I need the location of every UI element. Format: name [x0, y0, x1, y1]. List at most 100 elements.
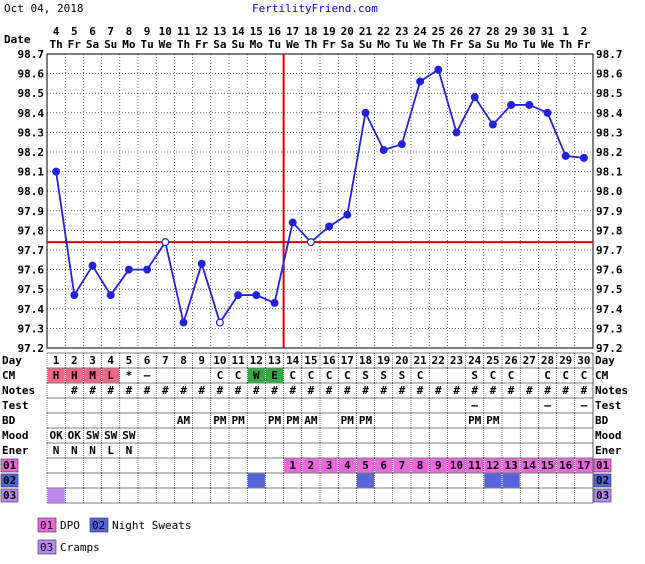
temperature-point[interactable]: [561, 151, 570, 160]
ener-row-label: Ener: [2, 444, 29, 457]
temperature-point[interactable]: [343, 210, 352, 219]
temperature-point[interactable]: [252, 291, 261, 300]
dpo-cell: [356, 458, 375, 473]
temperature-point[interactable]: [106, 291, 115, 300]
date-number: 15: [250, 25, 263, 38]
day-row-value: 12: [250, 354, 263, 367]
temperature-point[interactable]: [70, 291, 79, 300]
temperature-point[interactable]: [507, 100, 516, 109]
dpo-cell: [320, 458, 338, 473]
dpo-cell: [393, 458, 411, 473]
temperature-point[interactable]: [416, 77, 425, 86]
weekday-label: Tu: [395, 38, 408, 51]
temperature-point[interactable]: [488, 120, 497, 129]
cm-value: W: [253, 369, 260, 382]
y-tick-label-left: 98.4: [18, 107, 45, 120]
night-sweats-cell: [484, 473, 502, 488]
notes-row-value: #: [144, 384, 151, 397]
date-number: 4: [53, 25, 60, 38]
bd-row-value: PM: [341, 414, 355, 427]
temperature-point[interactable]: [270, 298, 279, 307]
notes-row-value: #: [271, 384, 278, 397]
temperature-point[interactable]: [88, 261, 97, 270]
mood-row-label-right: Mood: [595, 429, 622, 442]
temperature-point[interactable]: [397, 140, 406, 149]
cm-value: M: [89, 369, 96, 382]
y-tick-label-right: 98.4: [596, 107, 623, 120]
temperature-point[interactable]: [525, 100, 534, 109]
symptom-01-row-value: 5: [362, 459, 369, 472]
temperature-point[interactable]: [434, 65, 443, 74]
day-row-value: 29: [559, 354, 572, 367]
ener-row-label-right: Ener: [595, 444, 622, 457]
dpo-cell: [538, 458, 557, 473]
bd-row-value: PM: [213, 414, 227, 427]
weekday-label: We: [541, 38, 555, 51]
dpo-cell: [302, 458, 320, 473]
mood-row-label: Mood: [2, 429, 29, 442]
temperature-point[interactable]: [179, 318, 188, 327]
date-number: 26: [450, 25, 464, 38]
bd-row-value: PM: [359, 414, 373, 427]
temperature-point[interactable]: [579, 153, 588, 162]
cm-row-value: C: [562, 369, 569, 382]
y-tick-label-left: 97.4: [18, 303, 45, 316]
notes-row-label: Notes: [2, 384, 35, 397]
day-row-value: 10: [213, 354, 226, 367]
cm-cell-highlight: [247, 368, 265, 383]
bd-row-value: PM: [286, 414, 300, 427]
temperature-point[interactable]: [470, 93, 479, 102]
temperature-point-open[interactable]: [161, 238, 170, 247]
symptom-01-row-label: 01: [3, 459, 17, 472]
temperature-point[interactable]: [52, 167, 61, 176]
legend-code: 01: [40, 519, 53, 532]
temperature-point[interactable]: [379, 146, 388, 155]
temperature-point[interactable]: [197, 259, 206, 268]
temperature-point[interactable]: [143, 265, 152, 274]
notes-row-value: #: [362, 384, 369, 397]
day-row-value: 2: [71, 354, 78, 367]
y-tick-label-right: 97.5: [596, 283, 623, 296]
notes-row-value: #: [471, 384, 478, 397]
day-row-value: 28: [541, 354, 554, 367]
temperature-point[interactable]: [361, 108, 370, 117]
night-sweats-cell: [356, 473, 375, 488]
ener-row-value: N: [126, 444, 133, 457]
temperature-point[interactable]: [124, 265, 133, 274]
y-tick-label-right: 98.5: [596, 87, 623, 100]
date-number: 10: [159, 25, 172, 38]
site-name[interactable]: FertilityFriend.com: [252, 2, 378, 15]
weekday-label: Su: [359, 38, 372, 51]
notes-row-value: #: [89, 384, 96, 397]
temperature-point-open[interactable]: [215, 318, 224, 327]
y-tick-label-right: 98.6: [596, 68, 623, 81]
day-row-value: 27: [523, 354, 536, 367]
temperature-point[interactable]: [234, 291, 243, 300]
mood-row-value: SW: [122, 429, 136, 442]
notes-row-value: #: [453, 384, 460, 397]
weekday-label: Mo: [122, 38, 136, 51]
y-tick-label-right: 98.7: [596, 48, 623, 61]
date-number: 16: [268, 25, 282, 38]
cm-cell-highlight: [265, 368, 284, 383]
weekday-label: Th: [432, 38, 445, 51]
symptom-01-row-value: 3: [326, 459, 333, 472]
temperature-point[interactable]: [325, 222, 334, 231]
dpo-cell: [484, 458, 502, 473]
temperature-point-open[interactable]: [306, 238, 315, 247]
day-row-value: 23: [450, 354, 463, 367]
dpo-cell: [284, 458, 302, 473]
weekday-label: Th: [559, 38, 572, 51]
temperature-point[interactable]: [288, 218, 297, 227]
ener-row-value: N: [53, 444, 60, 457]
symptom-03-row-label: 03: [3, 489, 16, 502]
temperature-point[interactable]: [452, 128, 461, 137]
temperature-point[interactable]: [543, 108, 552, 117]
day-row-value: 20: [395, 354, 408, 367]
day-row-value: 16: [322, 354, 336, 367]
cm-value: H: [71, 369, 78, 382]
symptom-01-row-value: 15: [541, 459, 554, 472]
date-number: 27: [468, 25, 481, 38]
y-tick-label-right: 97.2: [596, 342, 623, 355]
